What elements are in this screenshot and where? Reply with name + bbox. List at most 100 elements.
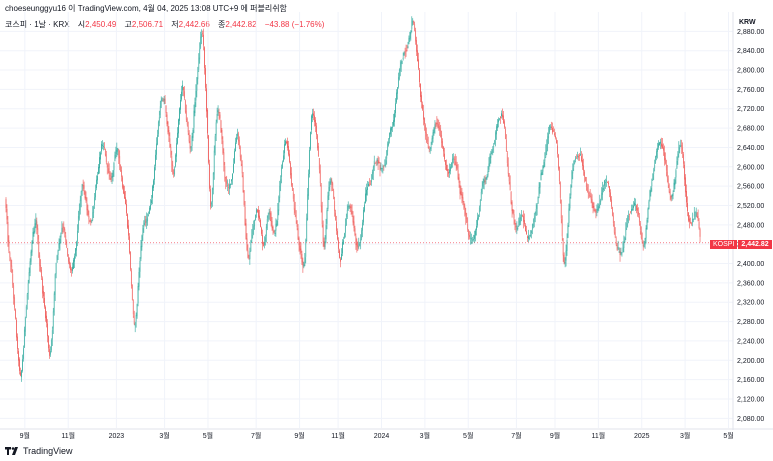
candle-body	[256, 209, 257, 213]
candle-body	[319, 170, 321, 184]
candle-body	[603, 187, 604, 191]
candle-body	[268, 213, 270, 215]
candle-body	[674, 179, 676, 186]
candle-body	[43, 291, 44, 297]
candle-body	[238, 139, 240, 147]
candle-body	[372, 167, 374, 174]
candle-body	[152, 186, 153, 198]
candle-body	[279, 185, 281, 198]
candle-body	[546, 144, 548, 152]
candle-body	[366, 189, 367, 196]
candle-body	[569, 196, 571, 209]
candle-body	[478, 207, 480, 213]
candle-body	[582, 160, 583, 166]
candle-body	[230, 183, 231, 186]
candle-body	[504, 129, 506, 139]
candle-body	[328, 187, 330, 196]
candle-body	[138, 271, 140, 287]
candle-body	[69, 261, 70, 265]
candle-body	[265, 226, 267, 236]
candle-body	[119, 156, 121, 166]
candle-body	[607, 181, 608, 183]
candle-body	[161, 98, 163, 102]
candle-body	[216, 113, 218, 122]
candle-body	[263, 242, 265, 246]
candle-body	[601, 192, 603, 199]
candle-body	[199, 48, 201, 60]
candle-body	[467, 223, 469, 230]
candle-body	[16, 320, 17, 338]
candle-body	[596, 208, 598, 211]
last-price-symbol: KOSPI	[710, 240, 738, 249]
y-tick-label: 2,400.00	[737, 261, 764, 268]
candle-body	[652, 173, 654, 181]
candle-body	[459, 185, 461, 194]
candle-body	[574, 160, 576, 164]
candle-body	[424, 117, 425, 125]
candle-body	[168, 130, 170, 136]
candle-body	[25, 306, 27, 317]
candle-body	[94, 197, 96, 206]
candle-body	[99, 157, 100, 169]
candle-body	[179, 108, 180, 121]
candle-body	[184, 100, 186, 113]
candle-body	[383, 166, 385, 168]
candle-body	[163, 99, 165, 101]
candle-body	[111, 176, 113, 178]
candle-body	[151, 200, 152, 204]
candle-body	[545, 150, 547, 157]
candle-body	[391, 127, 392, 131]
candle-body	[318, 158, 320, 170]
candle-body	[21, 370, 22, 378]
tradingview-footer[interactable]: TradingView	[5, 446, 73, 456]
candle-body	[266, 219, 268, 229]
candle-body	[515, 225, 517, 228]
candle-body	[573, 164, 575, 168]
candle-body	[534, 216, 536, 220]
y-tick-label: 2,720.00	[737, 106, 764, 113]
candle-body	[602, 188, 604, 195]
candle-body	[187, 125, 189, 133]
candle-body	[657, 148, 658, 152]
candle-body	[192, 129, 194, 138]
candle-body	[311, 115, 312, 131]
candle-body	[405, 50, 407, 52]
candle-body	[104, 148, 106, 156]
candle-body	[497, 123, 498, 129]
candle-body	[448, 172, 449, 174]
candle-body	[685, 177, 686, 193]
candle-body	[86, 203, 88, 211]
candle-body	[294, 208, 296, 213]
candle-body	[415, 30, 417, 42]
candle-body	[390, 128, 391, 135]
candle-body	[170, 146, 172, 155]
candle-body	[445, 160, 446, 165]
candle-body	[673, 182, 675, 192]
candle-body	[566, 240, 568, 251]
candle-body	[157, 134, 158, 145]
candle-body	[209, 163, 210, 189]
candle-body	[335, 212, 337, 220]
candle-body	[281, 167, 283, 177]
candle-body	[125, 197, 126, 205]
candle-body	[486, 176, 488, 179]
candle-body	[556, 139, 557, 144]
candle-body	[449, 169, 450, 174]
candle-body	[91, 220, 93, 221]
candle-body	[263, 242, 264, 247]
candle-body	[615, 239, 617, 245]
candle-body	[231, 179, 232, 182]
candle-body	[79, 199, 81, 211]
candle-body	[35, 220, 37, 225]
candle-body	[74, 256, 75, 262]
candle-body	[293, 200, 295, 210]
x-tick-label: 2025	[634, 433, 650, 440]
candle-body	[360, 238, 362, 243]
candle-body	[612, 215, 614, 224]
candle-body	[495, 132, 497, 140]
candle-body	[241, 163, 243, 174]
candle-body	[633, 205, 634, 208]
candle-body	[143, 222, 145, 228]
candle-body	[666, 171, 668, 179]
